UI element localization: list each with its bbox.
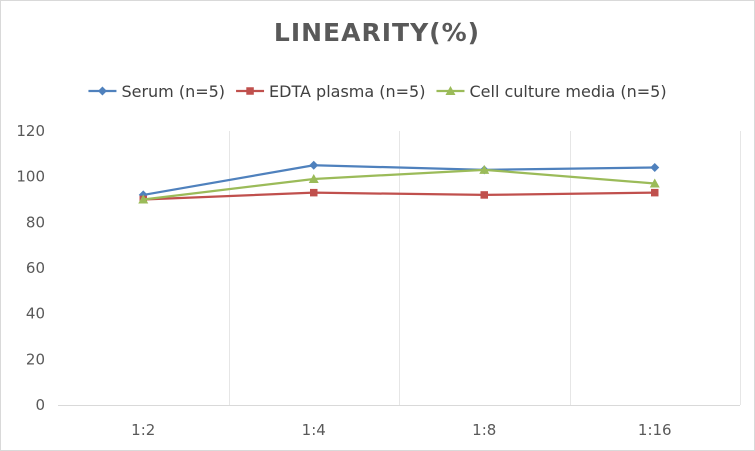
legend-label: Serum (n=5) [121, 82, 225, 101]
x-tick-label: 1:2 [131, 421, 155, 439]
data-point [651, 188, 659, 197]
legend-label: EDTA plasma (n=5) [269, 82, 425, 101]
data-point [479, 164, 490, 174]
series-line [142, 164, 656, 197]
y-tick-label: 80 [26, 213, 45, 231]
y-tick-label: 40 [26, 305, 45, 323]
legend-item: EDTA plasma (n=5) [236, 82, 425, 101]
series-3 [138, 164, 660, 204]
legend-marker [445, 86, 456, 95]
legend: Serum (n=5) EDTA plasma (n=5) Cell culture… [88, 82, 667, 101]
data-point [308, 173, 319, 183]
y-tick-label: 100 [16, 168, 45, 186]
x-tick-label: 1:16 [638, 421, 672, 439]
axes: 0 20 40 60 80 100 120 1:2 1:4 1:8 1:16 [16, 122, 740, 439]
series-group [138, 160, 660, 204]
data-point [138, 194, 149, 204]
legend-label: Cell culture media (n=5) [469, 82, 666, 101]
data-point [309, 160, 319, 170]
data-point [310, 188, 318, 197]
data-point [649, 178, 660, 188]
legend-marker [246, 87, 254, 95]
y-tick-label: 0 [35, 396, 45, 414]
legend-item: Cell culture media (n=5) [436, 82, 667, 101]
y-tick-label: 60 [26, 259, 45, 277]
data-point [650, 163, 660, 173]
legend-item: Serum (n=5) [88, 82, 225, 101]
legend-marker [97, 86, 107, 96]
data-point [480, 191, 488, 199]
chart-title: LINEARITY(%) [274, 18, 480, 47]
x-tick-label: 1:8 [472, 421, 496, 439]
series-line [142, 191, 656, 201]
series-line [142, 168, 656, 201]
y-tick-label: 120 [16, 122, 45, 140]
x-tick-label: 1:4 [302, 421, 326, 439]
y-tick-label: 20 [26, 350, 45, 368]
